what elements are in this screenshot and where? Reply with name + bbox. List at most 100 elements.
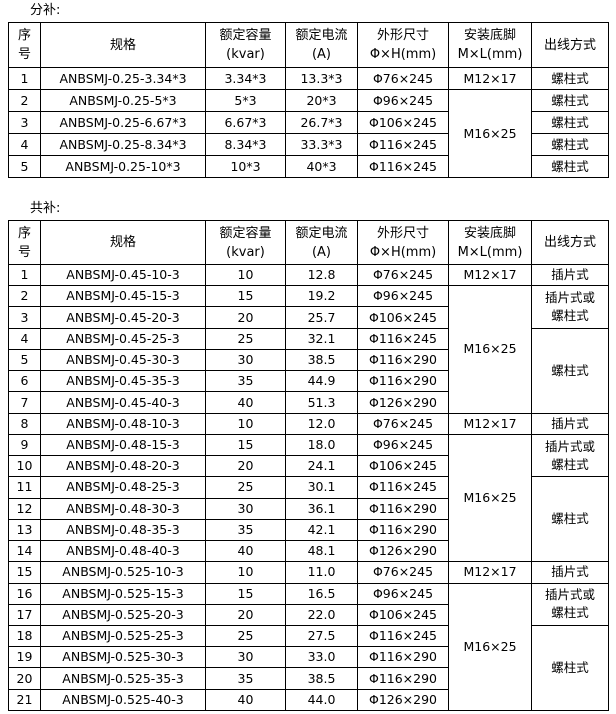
cell-current: 44.0 <box>285 688 358 711</box>
cell-index: 6 <box>8 370 41 393</box>
cell-mounting: M16×25 <box>448 582 532 711</box>
header-dimensions: 外形尺寸 Φ×H(mm) <box>357 22 449 68</box>
cell-index: 16 <box>8 582 41 605</box>
cell-index: 2 <box>8 89 41 112</box>
cell-capacity: 35 <box>205 667 286 690</box>
table-row: 14 ANBSMJ-0.48-40-3 40 48.1 Φ126×290 <box>8 540 609 563</box>
cell-index: 3 <box>8 111 41 134</box>
cell-capacity: 15 <box>205 285 286 308</box>
table-row: 9 ANBSMJ-0.48-15-3 15 18.0 Φ96×245 M16×25 插片式或… <box>8 433 609 563</box>
cell-index: 9 <box>8 433 41 457</box>
cell-capacity: 30 <box>205 348 286 372</box>
cell-dimensions: Φ96×245 <box>357 89 449 112</box>
cell-index: 12 <box>8 497 41 520</box>
gongbu-spec-table: 序号规格 额定容量 (kvar) 额定电流 (A) 外形尺寸 Φ×H(mm) 安装底脚 M×L(… <box>8 220 609 711</box>
cell-current: 38.5 <box>285 348 358 372</box>
table-row: 18 ANBSMJ-0.525-25-3 25 27.5 Φ116×245 螺柱式 <box>8 624 609 711</box>
cell-outlet: 螺柱式 <box>531 67 609 90</box>
cell-current: 32.1 <box>285 327 358 350</box>
cell-current: 26.7*3 <box>285 111 358 134</box>
cell-current: 36.1 <box>285 497 358 520</box>
cell-spec: ANBSMJ-0.45-40-3 <box>40 391 206 414</box>
table-row: 2 ANBSMJ-0.45-15-3 15 19.2 Φ96×245 M16×25 插片式或… <box>8 285 609 414</box>
cell-current: 12.8 <box>285 263 358 287</box>
cell-dimensions: Φ116×245 <box>357 155 449 178</box>
cell-current: 44.9 <box>285 370 358 393</box>
header-row: 序号规格 额定容量 (kvar) 额定电流 (A) 外形尺寸 Φ×H(mm) 安装底脚 M×L(… <box>8 220 609 265</box>
cell-index: 4 <box>8 327 41 350</box>
header-outlet: 出线方式 <box>531 220 609 265</box>
cell-dimensions: Φ116×245 <box>357 327 449 350</box>
cell-dimensions: Φ116×290 <box>357 646 449 669</box>
cell-current: 33.0 <box>285 646 358 669</box>
cell-dimensions: Φ76×245 <box>357 67 449 90</box>
cell-index: 7 <box>8 391 41 414</box>
cell-spec: ANBSMJ-0.45-15-3 <box>40 285 206 308</box>
table-row: 12 ANBSMJ-0.48-30-3 30 36.1 Φ116×290 <box>8 497 609 520</box>
cell-mounting: M12×17 <box>448 561 532 584</box>
cell-dimensions: Φ116×245 <box>357 476 449 499</box>
cell-spec: ANBSMJ-0.525-30-3 <box>40 646 206 669</box>
cell-outlet: 螺柱式 <box>531 327 609 414</box>
cell-spec: ANBSMJ-0.525-35-3 <box>40 667 206 690</box>
cell-spec: ANBSMJ-0.45-20-3 <box>40 306 206 329</box>
cell-mounting: M16×25 <box>448 433 532 563</box>
cell-mounting: M12×17 <box>448 263 532 287</box>
cell-index: 19 <box>8 646 41 669</box>
cell-current: 42.1 <box>285 518 358 542</box>
cell-current: 48.1 <box>285 540 358 563</box>
cell-spec: ANBSMJ-0.45-30-3 <box>40 348 206 372</box>
cell-current: 51.3 <box>285 391 358 414</box>
cell-index: 1 <box>8 263 41 287</box>
cell-current: 27.5 <box>285 624 358 648</box>
fenbu-section: 分补: 序号规格 额定容量 (kvar) 额定电流 (A) 外形尺寸 Φ×H(mm) 安装底脚… <box>8 3 616 178</box>
cell-outlet: 螺柱式 <box>531 111 609 134</box>
cell-dimensions: Φ116×290 <box>357 497 449 520</box>
cell-dimensions: Φ116×290 <box>357 667 449 690</box>
table-row: 4 ANBSMJ-0.25-8.34*3 8.34*3 33.3*3 Φ116×245 螺… <box>8 133 609 156</box>
table-row: 19 ANBSMJ-0.525-30-3 30 33.0 Φ116×290 <box>8 646 609 669</box>
table-row: 7 ANBSMJ-0.45-40-3 40 51.3 Φ126×290 <box>8 391 609 414</box>
cell-capacity: 40 <box>205 540 286 563</box>
cell-spec: ANBSMJ-0.48-40-3 <box>40 540 206 563</box>
cell-spec: ANBSMJ-0.525-25-3 <box>40 624 206 648</box>
cell-capacity: 30 <box>205 497 286 520</box>
cell-capacity: 6.67*3 <box>205 111 286 134</box>
cell-current: 33.3*3 <box>285 133 358 156</box>
header-current: 额定电流 (A) <box>285 220 358 265</box>
cell-capacity: 10 <box>205 263 286 287</box>
fenbu-spec-table: 序号规格 额定容量 (kvar) 额定电流 (A) 外形尺寸 Φ×H(mm) 安装底脚 M×L(… <box>8 22 609 178</box>
cell-index: 11 <box>8 476 41 499</box>
cell-spec: ANBSMJ-0.525-10-3 <box>40 561 206 584</box>
header-dimensions: 外形尺寸 Φ×H(mm) <box>357 220 449 265</box>
table-row: 5 ANBSMJ-0.45-30-3 30 38.5 Φ116×290 <box>8 348 609 372</box>
cell-mounting: M12×17 <box>448 67 532 90</box>
cell-mounting: M16×25 <box>448 89 532 178</box>
cell-index: 17 <box>8 603 41 626</box>
cell-index: 14 <box>8 540 41 563</box>
cell-capacity: 20 <box>205 455 286 478</box>
cell-spec: ANBSMJ-0.48-25-3 <box>40 476 206 499</box>
cell-capacity: 40 <box>205 391 286 414</box>
table-row: 1 ANBSMJ-0.25-3.34*3 3.34*3 13.3*3 Φ76×245 M1… <box>8 67 609 90</box>
cell-spec: ANBSMJ-0.25-3.34*3 <box>40 67 206 90</box>
cell-spec: ANBSMJ-0.525-15-3 <box>40 582 206 605</box>
header-capacity: 额定容量 (kvar) <box>205 22 286 68</box>
header-current: 额定电流 (A) <box>285 22 358 68</box>
cell-index: 18 <box>8 624 41 648</box>
header-spec: 规格 <box>40 22 206 68</box>
cell-outlet: 螺柱式 <box>531 133 609 156</box>
gongbu-section: 共补: 序号规格 额定容量 (kvar) 额定电流 (A) 外形尺寸 Φ×H(mm) 安装底脚… <box>8 201 616 711</box>
cell-index: 20 <box>8 667 41 690</box>
cell-outlet: 插片式或 螺柱式 <box>531 582 609 626</box>
cell-outlet: 插片式 <box>531 263 609 287</box>
cell-outlet: 螺柱式 <box>531 155 609 178</box>
cell-current: 40*3 <box>285 155 358 178</box>
table1-title: 分补: <box>30 3 61 18</box>
cell-spec: ANBSMJ-0.48-15-3 <box>40 433 206 457</box>
cell-mounting: M12×17 <box>448 412 532 435</box>
table-row: 8 ANBSMJ-0.48-10-3 10 12.0 Φ76×245 M12×17 插片式 <box>8 412 609 435</box>
table-row: 3 ANBSMJ-0.45-20-3 20 25.7 Φ106×245 <box>8 306 609 329</box>
cell-outlet: 插片式 <box>531 561 609 584</box>
